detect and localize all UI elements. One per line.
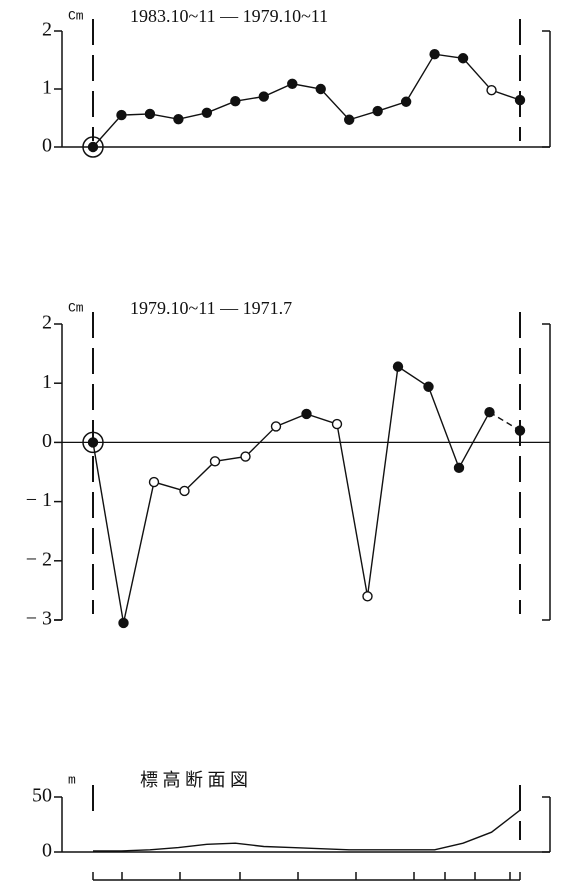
unit-label: m bbox=[68, 772, 76, 787]
unit-label: Cm bbox=[68, 300, 84, 315]
data-point bbox=[258, 91, 269, 102]
data-point bbox=[209, 456, 221, 467]
data-point bbox=[453, 462, 465, 474]
chart-title: 1983.10~11 — 1979.10~11 bbox=[130, 6, 328, 26]
data-line bbox=[92, 365, 491, 624]
data-point bbox=[230, 95, 241, 107]
data-point bbox=[87, 141, 99, 153]
data-point bbox=[270, 421, 282, 432]
data-line-dashed bbox=[489, 411, 521, 432]
y-tick-label: 50 bbox=[32, 785, 52, 807]
y-tick-label: 0 bbox=[42, 135, 52, 157]
data-point bbox=[201, 107, 213, 118]
data-line bbox=[93, 809, 521, 852]
data-point bbox=[400, 96, 412, 107]
y-tick-label: 1 bbox=[42, 77, 52, 99]
data-point bbox=[331, 418, 343, 430]
data-point bbox=[301, 408, 312, 420]
data-point bbox=[486, 84, 497, 96]
chart-title: 1979.10~11 — 1971.7 bbox=[130, 298, 292, 318]
marker-ring bbox=[82, 136, 104, 158]
data-point bbox=[315, 83, 326, 95]
y-tick-label: 2 bbox=[42, 19, 52, 41]
data-point bbox=[173, 113, 184, 125]
y-tick-label: 0 bbox=[42, 840, 52, 862]
data-point bbox=[116, 109, 127, 121]
data-point bbox=[514, 425, 526, 436]
data-point bbox=[118, 617, 129, 629]
data-line bbox=[92, 53, 521, 148]
y-tick-label: − 2 bbox=[26, 548, 52, 570]
data-point bbox=[392, 361, 404, 372]
marker-ring bbox=[82, 431, 104, 454]
unit-label: Cm bbox=[68, 8, 84, 23]
data-point bbox=[144, 108, 156, 120]
data-point bbox=[484, 407, 495, 418]
data-point bbox=[372, 105, 383, 117]
y-tick-label: 1 bbox=[42, 371, 52, 393]
data-point bbox=[423, 381, 434, 392]
data-point bbox=[240, 451, 251, 462]
y-tick-label: 0 bbox=[42, 430, 52, 452]
data-point bbox=[287, 78, 298, 89]
data-point bbox=[148, 476, 160, 488]
data-point bbox=[457, 53, 469, 64]
data-point bbox=[514, 94, 526, 106]
y-tick-label: − 1 bbox=[26, 489, 52, 511]
y-tick-label: 2 bbox=[42, 312, 52, 334]
data-point bbox=[362, 591, 373, 602]
data-point bbox=[344, 114, 355, 125]
chart-title: 標 高 断 面 図 bbox=[140, 770, 248, 790]
data-point bbox=[179, 485, 190, 497]
y-tick-label: − 3 bbox=[26, 608, 52, 630]
data-point bbox=[87, 437, 99, 448]
data-point bbox=[429, 49, 440, 60]
